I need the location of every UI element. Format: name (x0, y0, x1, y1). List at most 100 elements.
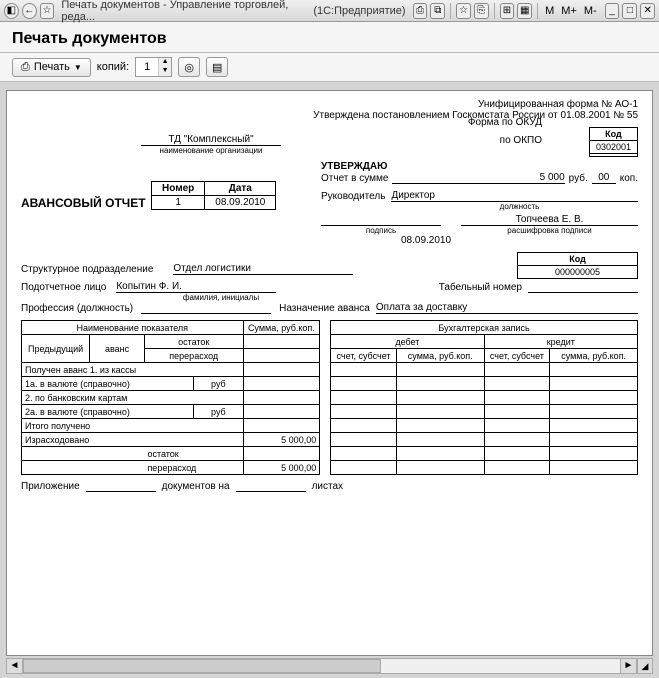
dept-label: Структурное подразделение (21, 264, 153, 275)
h-acct-c: счет, субсчет (484, 349, 550, 363)
document: Унифицированная форма № АО-1 Утверждена … (7, 91, 652, 500)
row-ost: остаток (144, 447, 243, 461)
code2-value: 000000005 (518, 266, 638, 279)
print-icon[interactable]: ⎙ (413, 3, 428, 19)
window-title: Печать документов - Управление торговлей… (61, 0, 302, 23)
form-line-1: Унифицированная форма № АО-1 (21, 99, 638, 110)
mem-mplus[interactable]: M+ (559, 5, 579, 17)
h-indicator: Наименование показателя (22, 321, 244, 335)
printer-icon: ⎙ (21, 61, 30, 74)
main-table: Наименование показателя Сумма, руб.коп. … (21, 320, 638, 475)
star-icon[interactable]: ☆ (456, 3, 471, 19)
person-label: Подотчетное лицо (21, 282, 106, 293)
chief-position: Директор (391, 190, 638, 202)
link-icon[interactable]: ⎘ (474, 3, 489, 19)
okpo-label: по ОКПО (500, 135, 542, 146)
close-icon[interactable]: ✕ (640, 3, 655, 19)
report-title: АВАНСОВЫЙ ОТЧЕТ (21, 196, 151, 210)
calc-icon[interactable]: ⊞ (500, 3, 515, 19)
rub-1a: руб (194, 377, 243, 391)
maximize-icon[interactable]: □ (622, 3, 637, 19)
copies-spinner[interactable]: ▲ ▼ (135, 57, 172, 77)
h-amount-c: сумма, руб.коп. (550, 349, 638, 363)
h-prev: Предыдущий (22, 335, 90, 363)
chief-label: Руководитель (321, 191, 385, 202)
copy-icon[interactable]: ⧉ (430, 3, 445, 19)
save-icon[interactable]: ▤ (206, 57, 228, 77)
h-credit: кредит (484, 335, 637, 349)
spinner-down-icon[interactable]: ▼ (159, 67, 171, 76)
document-viewport: Унифицированная форма № АО-1 Утверждена … (6, 90, 653, 656)
report-id-table: Номер Дата 1 08.09.2010 (151, 181, 276, 210)
mem-m[interactable]: M (543, 5, 556, 17)
h-amount-d: сумма, руб.коп. (396, 349, 484, 363)
row-r1a: 1а. в валюте (справочно) (22, 377, 194, 391)
col-date: Дата (205, 182, 276, 196)
code2-header: Код (518, 253, 638, 266)
org-caption: наименование организации (141, 146, 281, 155)
sign-caption: подпись (321, 226, 441, 235)
back-icon[interactable]: ← (22, 3, 37, 19)
mem-mminus[interactable]: M- (582, 5, 599, 17)
scroll-right-icon[interactable]: ► (620, 659, 636, 673)
position-caption: должность (401, 202, 638, 211)
sum-kop: 00 (592, 172, 616, 184)
separator (450, 3, 451, 19)
favorite-icon[interactable]: ☆ (40, 3, 55, 19)
rub-unit: руб. (569, 173, 588, 184)
col-number: Номер (152, 182, 205, 196)
report-number: 1 (152, 196, 205, 210)
minimize-icon[interactable]: _ (605, 3, 620, 19)
tab-label: Табельный номер (439, 282, 522, 293)
scroll-thumb[interactable] (23, 659, 381, 673)
purpose-label: Назначение аванса (279, 303, 370, 314)
print-label: Печать (34, 61, 70, 73)
separator (494, 3, 495, 19)
app-label: Приложение (21, 481, 80, 492)
org-name: ТД "Комплексный" (141, 134, 281, 146)
code2-table: Код 000000005 (517, 252, 638, 279)
h-entry: Бухгалтерская запись (331, 321, 638, 335)
prof-value (141, 313, 271, 314)
scroll-left-icon[interactable]: ◄ (7, 659, 23, 673)
settings-icon[interactable]: ◎ (178, 57, 200, 77)
copies-input[interactable] (136, 61, 158, 73)
sum-rub: 5 000 (392, 172, 564, 184)
row-total: Итого получено (22, 419, 244, 433)
fio-caption: фамилия, инициалы (141, 293, 301, 302)
copies-label: копий: (97, 61, 129, 73)
val-spent: 5 000,00 (243, 433, 320, 447)
chevron-down-icon: ▼ (74, 63, 82, 72)
purpose-value: Оплата за доставку (376, 302, 638, 314)
row-spent: Израсходовано (22, 433, 244, 447)
h-over: перерасход (144, 349, 243, 363)
h-debit: дебет (331, 335, 484, 349)
h-ost: остаток (144, 335, 243, 349)
val-final: 5 000,00 (243, 461, 320, 475)
approve-date: 08.09.2010 (401, 235, 451, 246)
window-app: (1С:Предприятие) (313, 5, 405, 17)
tab-value (528, 292, 638, 293)
okud-label: Форма по ОКУД (468, 117, 542, 128)
app-docs: документов на (162, 481, 230, 492)
sum-label: Отчет в сумме (321, 173, 388, 184)
app-sheets-count (236, 491, 306, 492)
resize-grip-icon[interactable]: ◢ (637, 658, 653, 674)
app-count (86, 491, 156, 492)
horizontal-scrollbar[interactable]: ◄ ► (6, 658, 637, 674)
name-caption: расшифровка подписи (461, 226, 638, 235)
app-menu-icon[interactable]: ◧ (4, 3, 19, 19)
print-button[interactable]: ⎙ Печать ▼ (12, 58, 91, 77)
dept-value: Отдел логистики (173, 263, 353, 275)
row-r1: Получен аванс 1. из кассы (22, 363, 244, 377)
h-acct-d: счет, субсчет (331, 349, 397, 363)
spinner-up-icon[interactable]: ▲ (159, 58, 171, 67)
app-sheets: листах (312, 481, 343, 492)
person-value: Копытин Ф. И. (116, 281, 276, 293)
kop-unit: коп. (620, 173, 638, 184)
scroll-track[interactable] (23, 659, 620, 673)
h-avans: аванс (90, 335, 145, 363)
calendar-icon[interactable]: ▦ (517, 3, 532, 19)
page-title: Печать документов (12, 30, 647, 48)
separator (537, 3, 538, 19)
